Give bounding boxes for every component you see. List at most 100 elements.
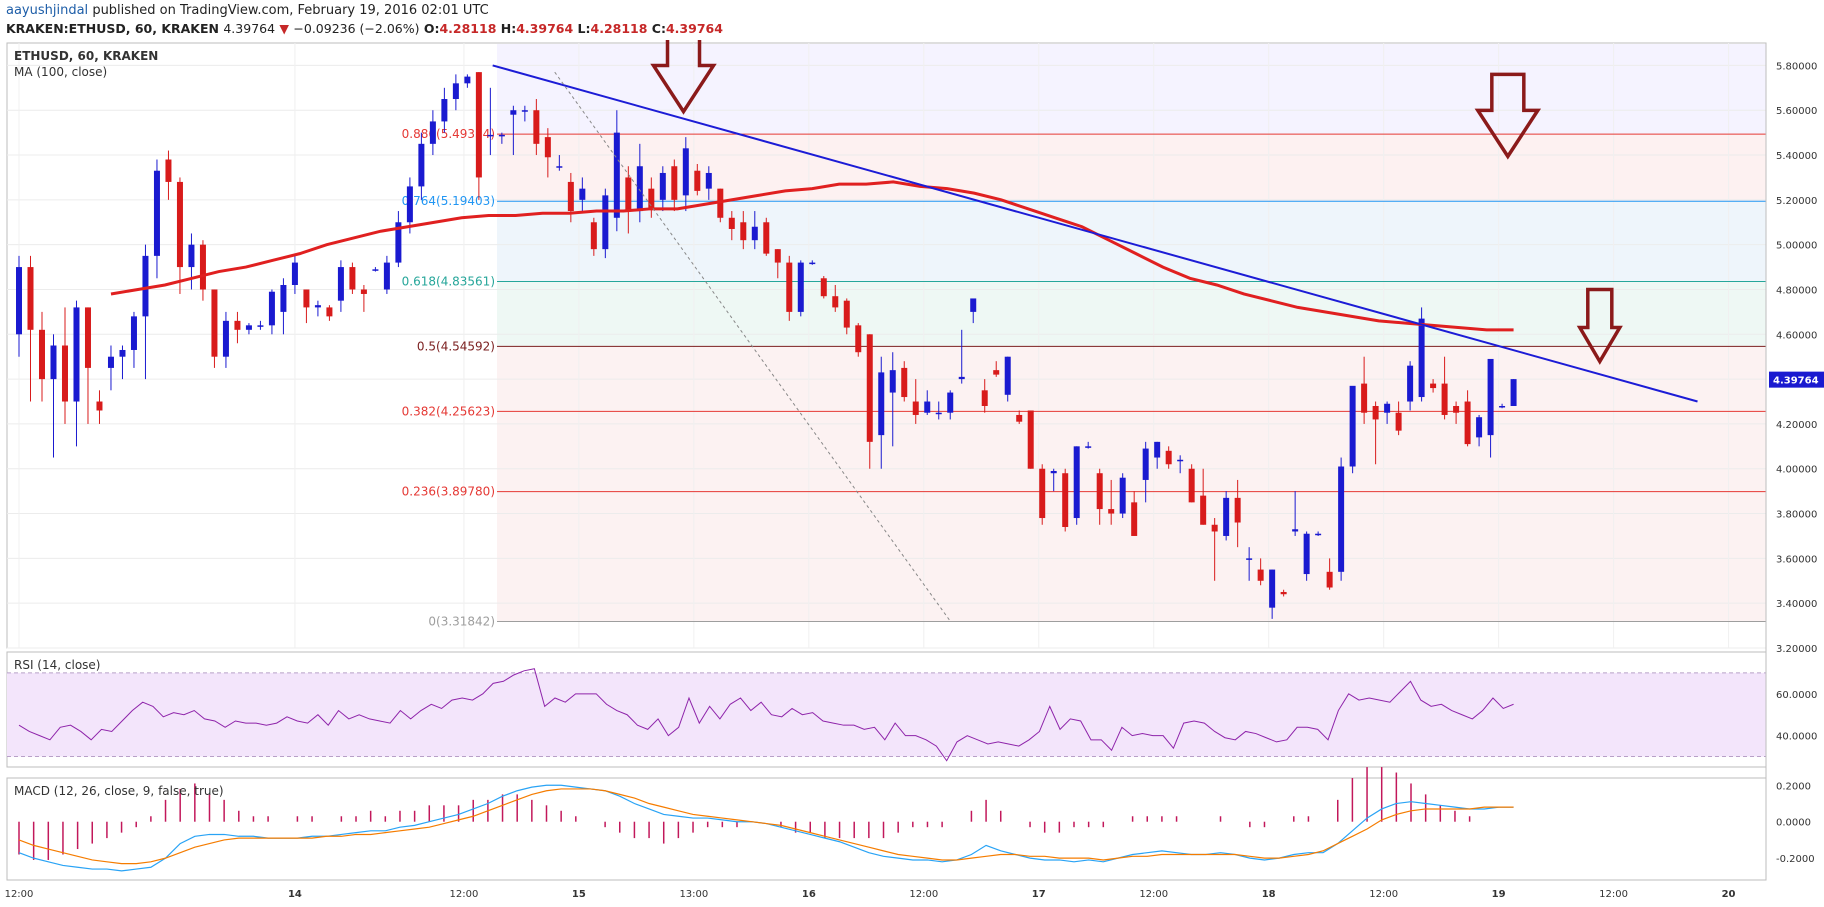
fib-level-label: 0.764(5.19403) <box>402 194 495 208</box>
candle-body <box>418 143 425 187</box>
candle-body <box>176 181 183 268</box>
price-axis-label: 5.00000 <box>1776 241 1817 252</box>
candle-body <box>981 390 988 406</box>
candle-body <box>1050 470 1057 474</box>
candle-body <box>1384 403 1391 413</box>
candle-body <box>924 401 931 413</box>
trendline <box>492 64 1698 403</box>
candle-body <box>199 244 206 290</box>
candle-body <box>61 345 68 402</box>
price-axis-label: 4.20000 <box>1776 420 1817 431</box>
candle-body <box>1453 406 1460 413</box>
candle-body <box>1004 356 1011 395</box>
candle-body <box>717 188 724 218</box>
candle-body <box>1154 441 1161 458</box>
candle-body <box>694 170 701 191</box>
price-axis-label: 5.80000 <box>1776 61 1817 72</box>
candle-body <box>705 172 712 189</box>
price-axis-label: 5.60000 <box>1776 106 1817 117</box>
candle-body <box>659 172 666 200</box>
macd-axis-label: -0.2000 <box>1776 854 1815 865</box>
ohlc-line: KRAKEN:ETHUSD, 60, KRAKEN 4.39764 ▼ −0.0… <box>6 21 723 36</box>
time-axis-label: 15 <box>572 889 586 900</box>
candle-body <box>1188 468 1195 503</box>
candle-body <box>314 305 321 308</box>
candle-body <box>1292 529 1299 532</box>
rsi-axis-label: 40.0000 <box>1776 732 1817 743</box>
candle-body <box>1269 569 1276 608</box>
time-axis-label: 12:00 <box>1599 889 1628 900</box>
fib-anchor-line <box>554 71 951 622</box>
candle-body <box>1464 401 1471 445</box>
candle-body <box>590 222 597 250</box>
candle-body <box>1315 533 1322 536</box>
candle-body <box>1246 558 1253 560</box>
candle-body <box>579 188 586 200</box>
candle-body <box>38 329 45 380</box>
candle-body <box>441 99 448 122</box>
rsi-axis-label: 60.0000 <box>1776 690 1817 701</box>
candle-body <box>153 170 160 256</box>
fib-level-label: 0.618(4.83561) <box>402 275 495 289</box>
rsi-title: RSI (14, close) <box>14 658 100 672</box>
candle-body <box>556 166 563 168</box>
candle-body <box>84 307 91 368</box>
down-arrow-annotation <box>1576 287 1623 365</box>
candle-body <box>1372 406 1379 420</box>
candle-body <box>395 222 402 263</box>
down-arrow-annotation <box>650 40 717 115</box>
candle-body <box>1119 477 1126 514</box>
price-axis-label: 5.40000 <box>1776 151 1817 162</box>
price-axis-label: 3.60000 <box>1776 554 1817 565</box>
candle-body <box>280 285 287 312</box>
time-axis-label: 12:00 <box>909 889 938 900</box>
candle-body <box>1280 591 1287 595</box>
candle-body <box>866 334 873 442</box>
candle-body <box>188 244 195 268</box>
candle-body <box>1407 365 1414 402</box>
candle-body <box>1016 414 1023 422</box>
fib-zone-4 <box>497 346 1766 622</box>
candle-body <box>50 345 57 380</box>
ma100-line <box>110 180 1514 332</box>
candle-body <box>268 291 275 326</box>
open-label: O: <box>423 21 440 36</box>
candle-body <box>1326 571 1333 588</box>
macd-signal-line <box>18 788 1514 865</box>
candle-body <box>1510 379 1517 406</box>
candle-body <box>1177 459 1184 462</box>
candle-body <box>257 325 264 327</box>
candle-body <box>291 262 298 285</box>
author-link[interactable]: aayushjindal <box>6 3 89 18</box>
candle-body <box>1361 383 1368 413</box>
candle-body <box>636 166 643 212</box>
candle-body <box>544 137 551 158</box>
time-axis-label: 14 <box>288 889 302 900</box>
candle-body <box>1441 383 1448 415</box>
candle-body <box>464 76 471 84</box>
time-axis-label: 12:00 <box>1369 889 1398 900</box>
chart-canvas[interactable]: 5.80000 5.60000 5.40000 5.20000 5.00000 4.800… <box>0 40 1824 907</box>
publish-info: published on TradingView.com, February 1… <box>92 3 489 18</box>
candle-body <box>728 217 735 229</box>
candle-body <box>648 188 655 209</box>
candle-body <box>889 370 896 393</box>
candle-body <box>326 307 333 317</box>
macd-axis-label: 0.0000 <box>1776 818 1811 829</box>
macd-axis-label: 0.2000 <box>1776 781 1811 792</box>
candle-body <box>740 222 747 241</box>
time-axis-label: 13:00 <box>679 889 708 900</box>
candle-body <box>820 278 827 297</box>
candle-body <box>878 372 885 436</box>
last-price: 4.39764 <box>223 21 276 36</box>
ma-indicator-label: MA (100, close) <box>14 65 107 79</box>
candle-body <box>107 356 114 368</box>
candle-body <box>970 298 977 312</box>
change-value: −0.09236 (−2.06%) <box>293 21 420 36</box>
candle-body <box>498 134 505 137</box>
candle-body <box>1131 502 1138 536</box>
candle-body <box>912 401 919 415</box>
rsi-line <box>18 668 1514 762</box>
candle-body <box>671 166 678 200</box>
candle-body <box>1211 524 1218 532</box>
